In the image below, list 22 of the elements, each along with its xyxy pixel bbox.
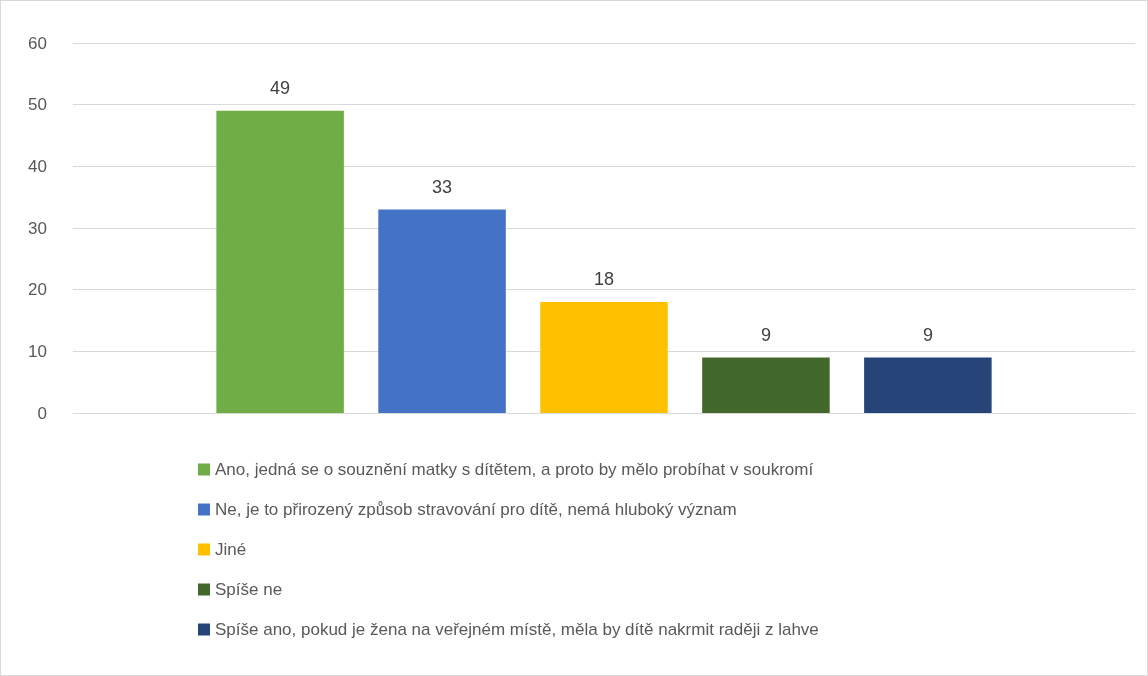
data-label: 49 — [270, 77, 291, 98]
y-tick-label: 0 — [37, 403, 47, 423]
y-tick-label: 50 — [28, 95, 47, 115]
bar — [864, 357, 992, 413]
bar — [702, 357, 830, 413]
y-tick-label: 30 — [28, 218, 47, 238]
y-tick-label: 60 — [28, 33, 47, 53]
bar — [378, 209, 506, 413]
legend-label: Spíše ne — [215, 580, 283, 599]
data-label: 18 — [593, 269, 615, 289]
y-tick-label: 40 — [28, 156, 47, 176]
data-label: 9 — [760, 324, 771, 345]
legend-label: Spíše ano, pokud je žena na veřejném místě, měla by dítě nakrmit raději z lahve — [215, 620, 819, 639]
y-tick-label: 10 — [28, 341, 47, 361]
y-tick-label: 20 — [28, 280, 47, 300]
bar — [216, 110, 344, 413]
legend-label: Ano, jedná se o souznění matky s dítětem, a proto by mělo probíhat v soukromí — [215, 460, 814, 479]
data-label: 33 — [432, 176, 453, 197]
legend-label: Ne, je to přirozený způsob stravování pro dítě, nemá hluboký význam — [215, 500, 737, 519]
bar — [540, 302, 668, 413]
data-label: 9 — [922, 324, 933, 345]
legend-label: Jiné — [215, 540, 247, 559]
